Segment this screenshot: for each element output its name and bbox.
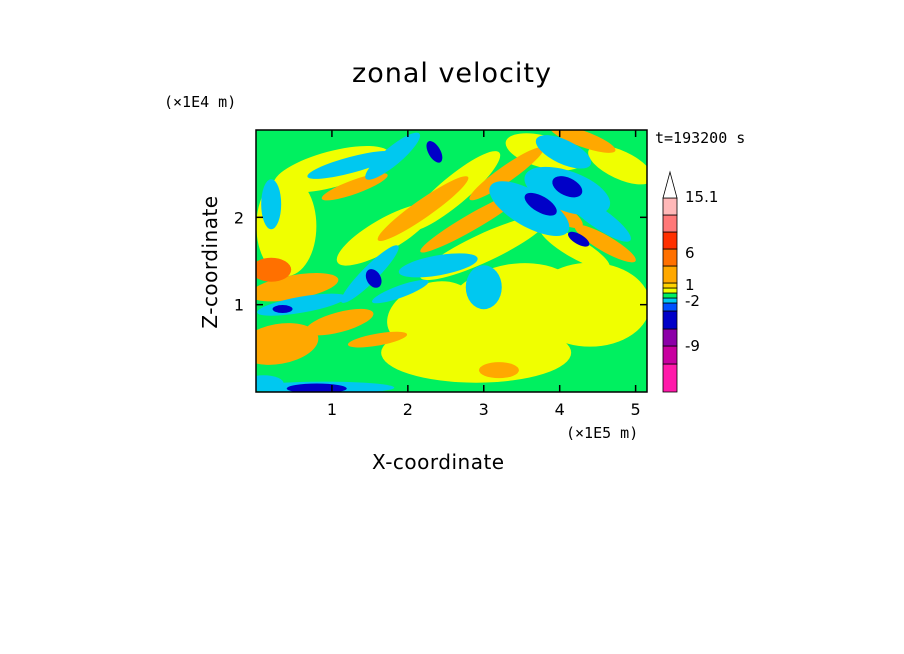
colorbar-swatch: [662, 363, 678, 393]
velocity-contour-region: [564, 192, 631, 242]
colorbar-max-arrow: [662, 170, 678, 199]
velocity-contour-region: [377, 176, 469, 241]
colorbar-label: 1: [685, 276, 695, 294]
colorbar-swatch: [662, 302, 678, 312]
velocity-contour-region: [489, 181, 570, 236]
velocity-contour-region: [539, 226, 610, 270]
chart-title: zonal velocity: [352, 58, 552, 89]
colorbar-label: 6: [685, 244, 695, 262]
x-tick-label: 2: [403, 400, 413, 419]
x-tick-label: 4: [555, 400, 565, 419]
colorbar-swatch: [662, 297, 678, 304]
colorbar-swatch: [662, 328, 678, 347]
y-tick-label: 2: [234, 208, 244, 227]
velocity-contour-region: [552, 176, 583, 198]
colorbar-swatch: [662, 265, 678, 284]
velocity-contour-region: [256, 257, 292, 282]
colorbar-swatch: [662, 197, 678, 216]
velocity-contour-region: [256, 375, 284, 392]
colorbar-swatch: [662, 292, 678, 299]
velocity-contour-region: [387, 281, 475, 346]
velocity-contour-region: [272, 305, 293, 314]
velocity-contour-region: [307, 150, 395, 179]
colorbar-swatch: [662, 282, 678, 289]
velocity-contour-region: [261, 179, 282, 230]
x-tick-label: 5: [631, 400, 641, 419]
velocity-contour-region: [371, 279, 429, 304]
x-ticks: 1 2 3 4 5: [327, 130, 641, 419]
velocity-contour-region: [321, 173, 388, 201]
colorbar-swatch: [662, 287, 678, 294]
x-tick-label: 1: [327, 400, 337, 419]
velocity-contour-region: [535, 135, 592, 169]
plot-frame: [255, 129, 648, 393]
velocity-contour-region: [465, 265, 502, 310]
colorbar: 15.1 6 1-2 -9: [662, 170, 718, 393]
velocity-contour-region: [256, 273, 339, 302]
colorbar-label: 15.1: [685, 188, 718, 206]
colorbar-swatch: [662, 248, 678, 267]
colorbar-label: -9: [685, 337, 700, 355]
velocity-contour-region: [347, 331, 408, 348]
x-axis-label: X-coordinate: [372, 450, 505, 474]
velocity-contour-region: [365, 269, 382, 288]
x-unit-label: (×1E5 m): [566, 424, 639, 442]
colorbar-label: -2: [685, 292, 700, 310]
velocity-contour-region: [574, 224, 636, 263]
velocity-contour-region: [398, 253, 478, 278]
time-label: t=193200 s: [655, 129, 746, 147]
colorbar-swatch: [662, 214, 678, 233]
x-tick-label: 3: [479, 400, 489, 419]
colorbar-swatch: [662, 310, 678, 330]
velocity-contour-region: [567, 231, 590, 247]
velocity-field: [256, 130, 647, 392]
y-tick-label: 1: [234, 296, 244, 315]
colorbar-swatch: [662, 231, 678, 250]
velocity-contour-region: [530, 262, 647, 347]
velocity-contour-region: [588, 145, 647, 185]
velocity-contour-region: [469, 147, 544, 201]
velocity-contour-region: [365, 132, 421, 180]
y-ticks: 12: [234, 208, 647, 315]
velocity-contour-region: [549, 130, 616, 153]
y-unit-label: (×1E4 m): [164, 93, 237, 111]
velocity-contour-region: [305, 308, 374, 336]
colorbar-swatch: [662, 345, 678, 365]
velocity-contour-region: [426, 141, 443, 163]
velocity-contour-region: [256, 323, 319, 365]
velocity-contour-region: [524, 192, 557, 216]
velocity-contour-region: [478, 362, 519, 379]
